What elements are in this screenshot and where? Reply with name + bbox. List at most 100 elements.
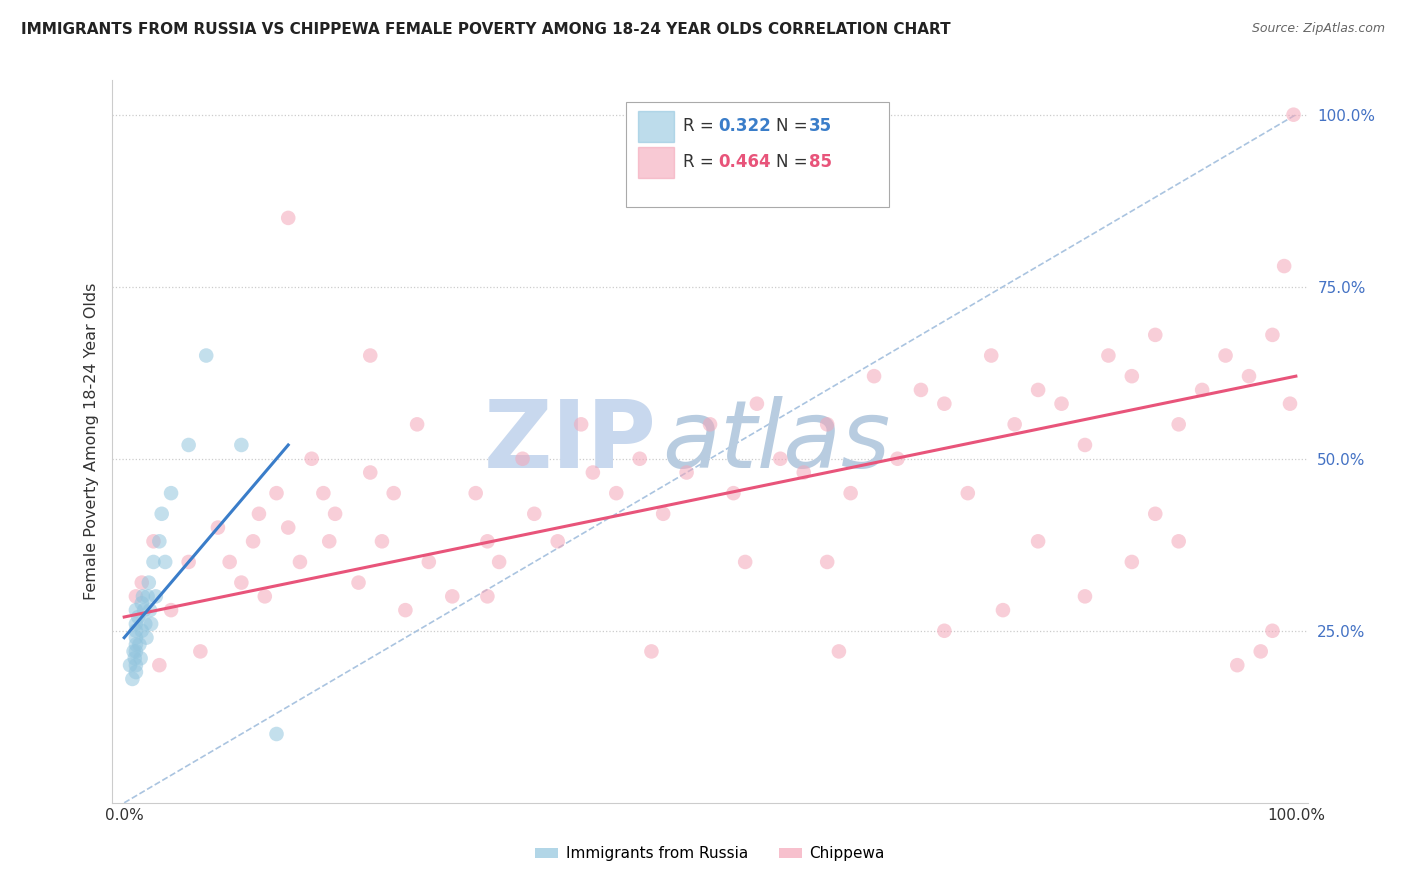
Chippewa — [512, 451, 534, 466]
Chippewa — [188, 644, 212, 658]
Chippewa — [477, 534, 499, 549]
Immigrants from Russia — [138, 575, 160, 590]
Chippewa — [1026, 383, 1049, 397]
Immigrants from Russia — [125, 631, 148, 645]
FancyBboxPatch shape — [638, 147, 675, 178]
Chippewa — [177, 555, 200, 569]
Immigrants from Russia — [150, 507, 173, 521]
Chippewa — [839, 486, 862, 500]
Immigrants from Russia — [125, 665, 148, 679]
Text: 85: 85 — [810, 153, 832, 171]
Chippewa — [1097, 349, 1119, 363]
FancyBboxPatch shape — [627, 102, 890, 207]
Chippewa — [1215, 349, 1237, 363]
Immigrants from Russia — [145, 590, 167, 604]
Chippewa — [1144, 327, 1167, 342]
Chippewa — [699, 417, 721, 432]
Chippewa — [1074, 438, 1097, 452]
Chippewa — [828, 644, 851, 658]
Chippewa — [793, 466, 815, 480]
Chippewa — [815, 417, 838, 432]
Chippewa — [886, 451, 908, 466]
Text: N =: N = — [776, 153, 813, 171]
Immigrants from Russia — [128, 638, 150, 652]
Chippewa — [266, 486, 288, 500]
Chippewa — [1282, 108, 1305, 122]
Chippewa — [1050, 397, 1073, 411]
Chippewa — [1121, 369, 1143, 384]
Chippewa — [1026, 534, 1049, 549]
Chippewa — [131, 575, 153, 590]
Chippewa — [745, 397, 768, 411]
Chippewa — [1121, 555, 1143, 569]
Chippewa — [734, 555, 756, 569]
Immigrants from Russia — [125, 658, 148, 673]
Chippewa — [142, 534, 165, 549]
Chippewa — [934, 624, 956, 638]
Chippewa — [253, 590, 276, 604]
Chippewa — [488, 555, 510, 569]
Immigrants from Russia — [125, 644, 148, 658]
Chippewa — [406, 417, 429, 432]
Chippewa — [1004, 417, 1026, 432]
Chippewa — [863, 369, 886, 384]
Chippewa — [1167, 534, 1189, 549]
Immigrants from Russia — [131, 596, 153, 610]
Chippewa — [628, 451, 651, 466]
Chippewa — [547, 534, 569, 549]
Chippewa — [359, 349, 381, 363]
Chippewa — [1074, 590, 1097, 604]
Immigrants from Russia — [131, 624, 153, 638]
Chippewa — [640, 644, 662, 658]
Immigrants from Russia — [266, 727, 288, 741]
Chippewa — [569, 417, 592, 432]
Immigrants from Russia — [129, 651, 152, 665]
Text: 0.322: 0.322 — [718, 117, 770, 135]
Immigrants from Russia — [160, 486, 183, 500]
Chippewa — [148, 658, 170, 673]
Chippewa — [1261, 624, 1284, 638]
Chippewa — [523, 507, 546, 521]
Immigrants from Russia — [122, 644, 145, 658]
Immigrants from Russia — [121, 672, 143, 686]
Chippewa — [218, 555, 240, 569]
Chippewa — [207, 520, 229, 534]
Text: N =: N = — [776, 117, 813, 135]
Text: R =: R = — [682, 153, 718, 171]
Immigrants from Russia — [134, 616, 156, 631]
FancyBboxPatch shape — [638, 112, 675, 142]
Chippewa — [477, 590, 499, 604]
Chippewa — [359, 466, 381, 480]
Text: R =: R = — [682, 117, 718, 135]
Chippewa — [1261, 327, 1284, 342]
Y-axis label: Female Poverty Among 18-24 Year Olds: Female Poverty Among 18-24 Year Olds — [83, 283, 98, 600]
Chippewa — [605, 486, 627, 500]
Chippewa — [318, 534, 340, 549]
Immigrants from Russia — [127, 610, 149, 624]
Chippewa — [910, 383, 932, 397]
Chippewa — [1226, 658, 1249, 673]
Chippewa — [347, 575, 370, 590]
Chippewa — [723, 486, 745, 500]
Chippewa — [418, 555, 440, 569]
Chippewa — [277, 211, 299, 225]
Chippewa — [675, 466, 697, 480]
Chippewa — [301, 451, 323, 466]
Chippewa — [371, 534, 394, 549]
Chippewa — [956, 486, 979, 500]
Chippewa — [382, 486, 405, 500]
Immigrants from Russia — [132, 590, 155, 604]
Text: atlas: atlas — [662, 396, 890, 487]
Chippewa — [1167, 417, 1189, 432]
Immigrants from Russia — [231, 438, 253, 452]
Chippewa — [464, 486, 486, 500]
Chippewa — [242, 534, 264, 549]
Immigrants from Russia — [142, 555, 165, 569]
Text: 35: 35 — [810, 117, 832, 135]
Immigrants from Russia — [135, 631, 157, 645]
Text: Source: ZipAtlas.com: Source: ZipAtlas.com — [1251, 22, 1385, 36]
Chippewa — [991, 603, 1014, 617]
Text: 0.464: 0.464 — [718, 153, 770, 171]
Chippewa — [288, 555, 311, 569]
Immigrants from Russia — [125, 638, 148, 652]
